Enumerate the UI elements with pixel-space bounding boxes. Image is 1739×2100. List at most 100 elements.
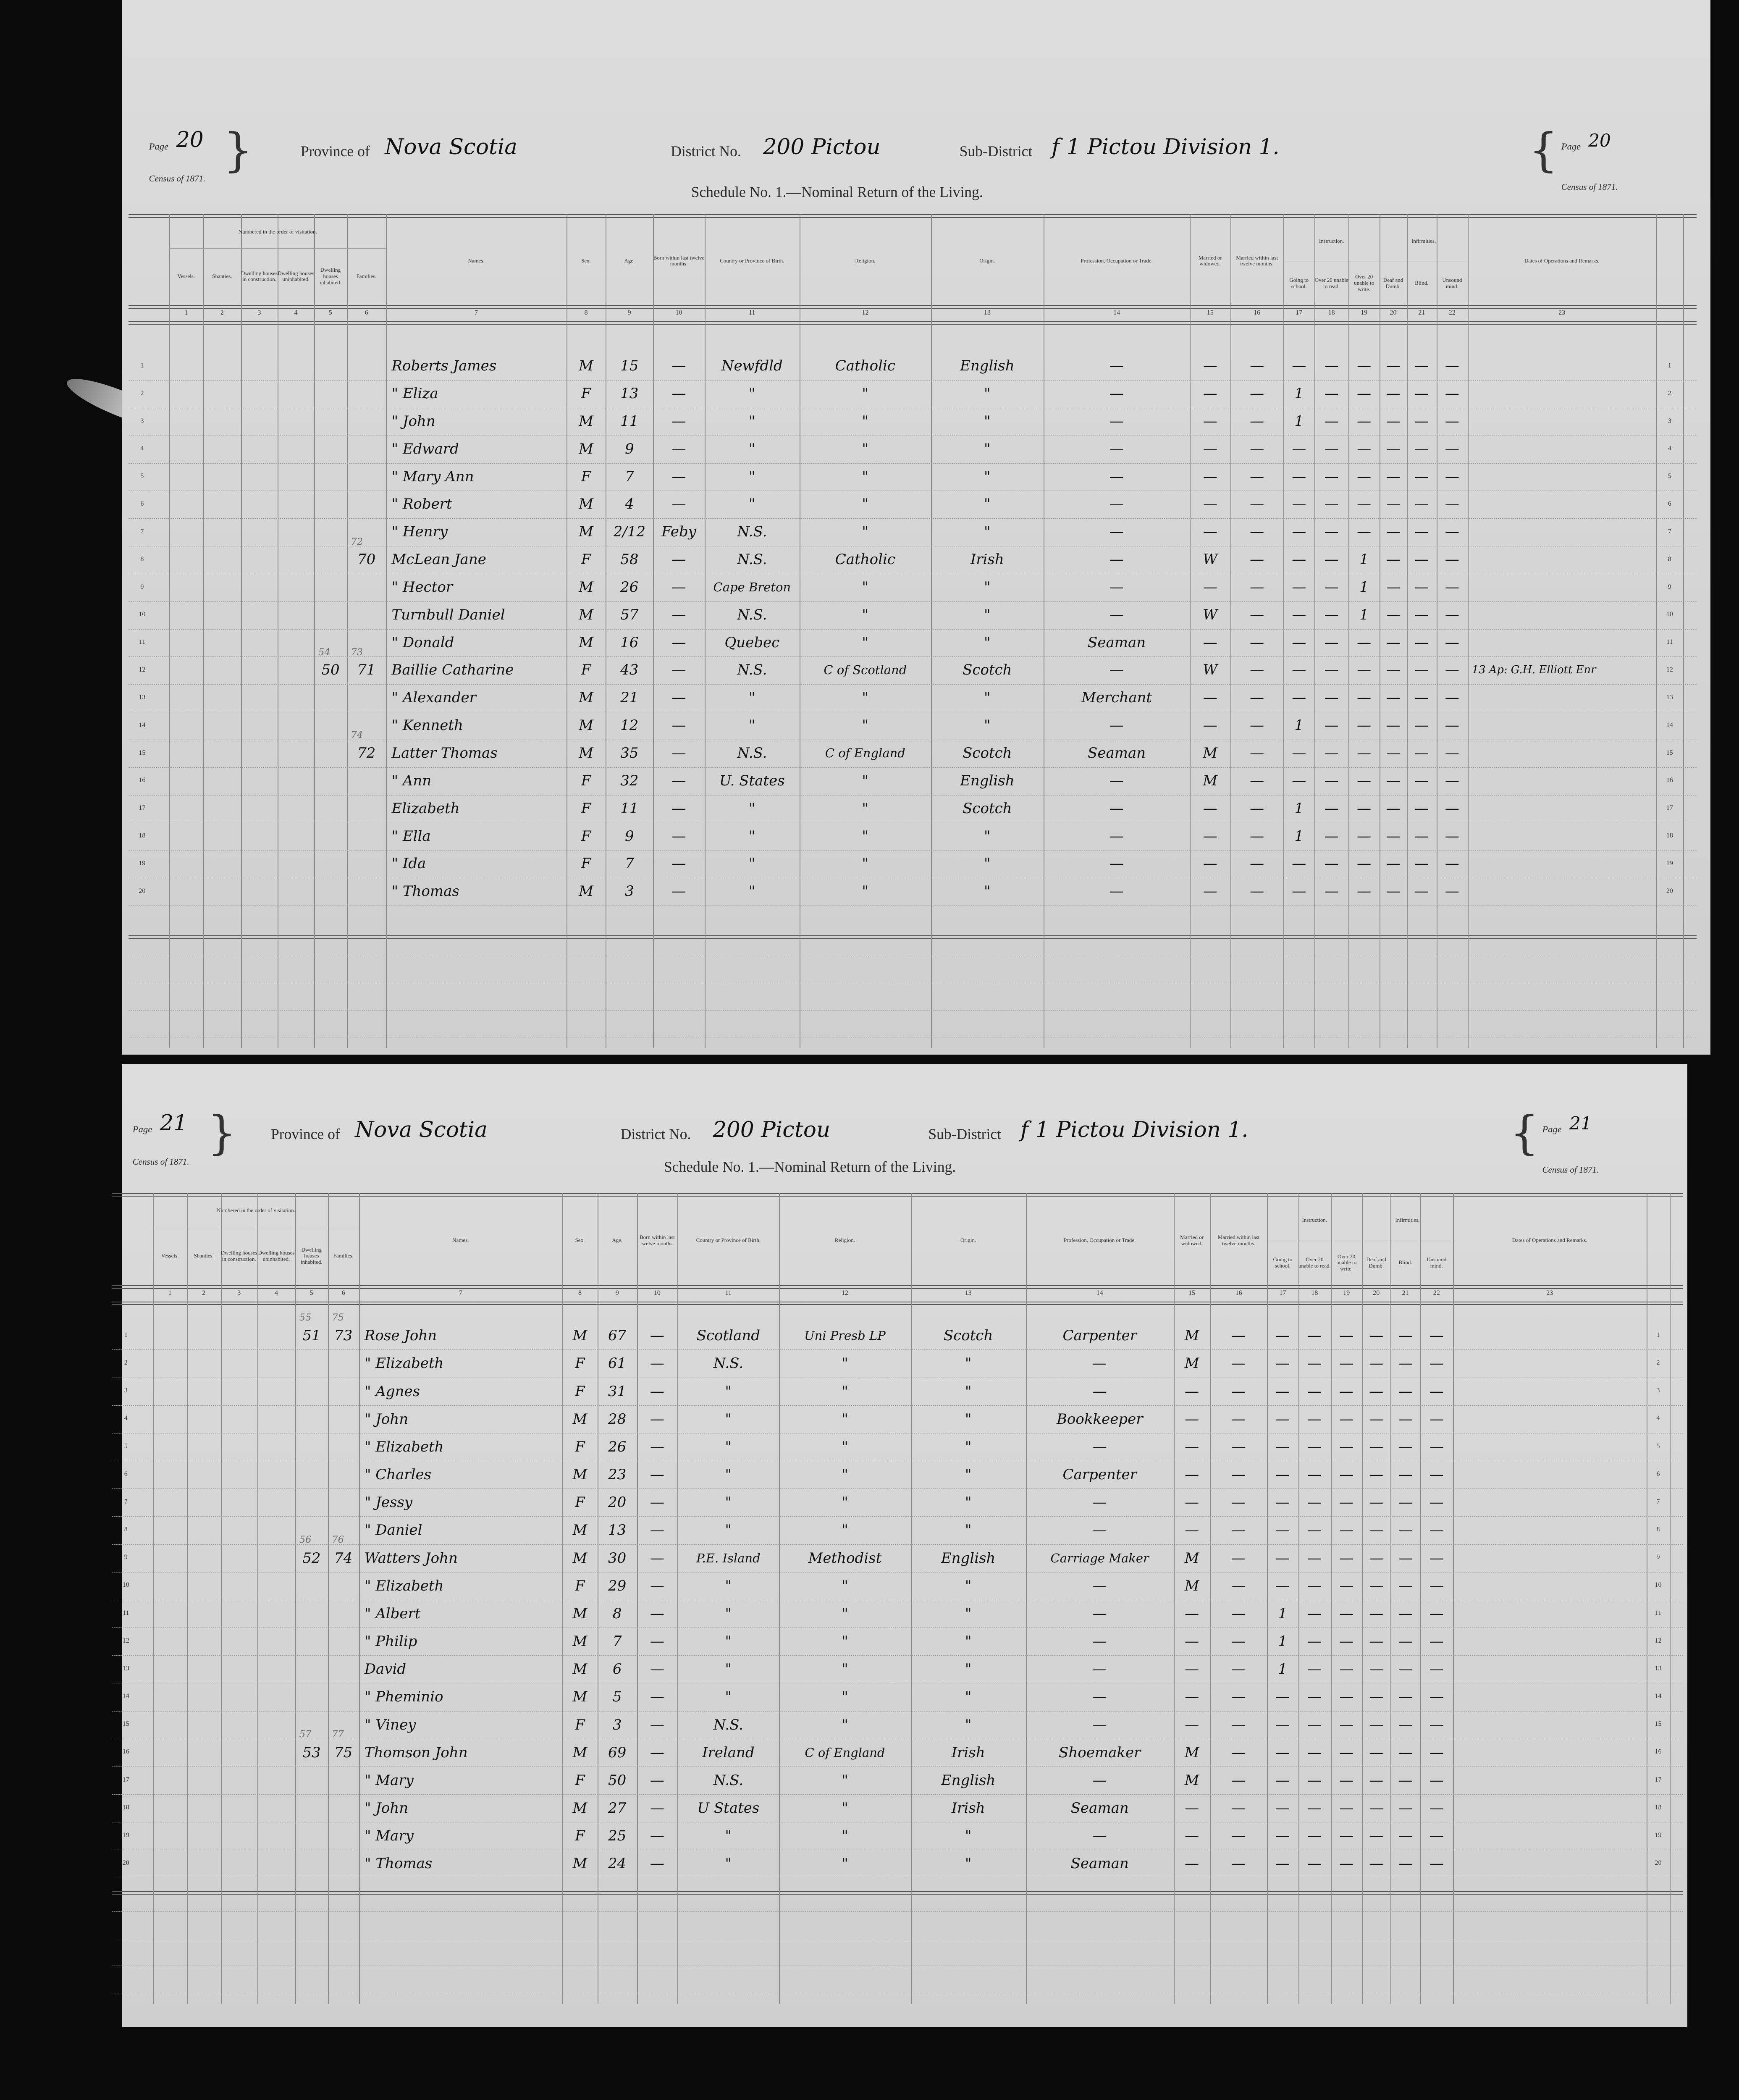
- cell-col-16: —: [1250, 385, 1264, 402]
- row-rule: [129, 601, 1697, 602]
- cell-col-15: —: [1203, 468, 1217, 485]
- cell-col-9: 16: [620, 634, 639, 651]
- cell-col-20: —: [1369, 1688, 1384, 1706]
- cell-col-16: —: [1250, 662, 1264, 679]
- cell-col-9: 57: [620, 606, 639, 623]
- cell-col-17: 1: [1278, 1633, 1288, 1650]
- cell-col-20: —: [1369, 1661, 1384, 1678]
- column-header-12: Religion.: [855, 257, 876, 264]
- cell-col-15: —: [1185, 1827, 1199, 1845]
- cell-col-16: —: [1250, 827, 1264, 845]
- cell-col-15: M: [1184, 1772, 1199, 1789]
- group-header-infirmities: Infirmities.: [1395, 1216, 1420, 1223]
- cell-col-19: —: [1339, 1438, 1354, 1455]
- cell-col-13: English: [941, 1549, 996, 1567]
- cell-col-11: N.S.: [713, 1716, 743, 1733]
- cell-col-14: —: [1092, 1522, 1107, 1539]
- cell-col-15: —: [1185, 1383, 1199, 1400]
- cell-col-11: ": [725, 1577, 732, 1594]
- group-header-visitation: Numbered in the order of visitation.: [216, 1207, 295, 1214]
- cell-col-15: M: [1203, 772, 1218, 789]
- cell-col-9: 11: [620, 800, 639, 817]
- cell-col-22: —: [1429, 1716, 1444, 1733]
- cell-col-22: —: [1445, 523, 1459, 541]
- cell-col-10: —: [650, 1716, 664, 1733]
- column-number-3: 3: [237, 1289, 241, 1297]
- cell-col-22: —: [1445, 772, 1459, 789]
- pencil-correction: 75: [332, 1312, 344, 1323]
- cell-col-15: W: [1203, 662, 1218, 679]
- row-label-right: 17: [1655, 1776, 1662, 1783]
- cell-col-17: —: [1292, 855, 1306, 872]
- cell-col-21: —: [1398, 1688, 1413, 1706]
- cell-col-8: M: [579, 496, 593, 513]
- cell-col-13: ": [984, 578, 991, 596]
- cell-col-13: ": [965, 1855, 972, 1872]
- cell-col-15: —: [1185, 1633, 1199, 1650]
- cell-col-5: 51: [302, 1327, 321, 1344]
- row-label-right: 5: [1656, 1442, 1660, 1450]
- cell-col-14: —: [1109, 827, 1124, 845]
- cell-col-14: —: [1109, 772, 1124, 789]
- column-divider: [637, 1193, 638, 2004]
- column-divider: [153, 1193, 154, 2004]
- right-census-label: Census of 1871.: [1561, 181, 1618, 192]
- cell-col-14: —: [1092, 1355, 1107, 1372]
- cell-col-15: —: [1203, 634, 1217, 651]
- cell-col-18: —: [1324, 772, 1339, 789]
- cell-col-22: —: [1445, 496, 1459, 513]
- cell-col-21: —: [1414, 800, 1429, 817]
- cell-col-12: C of Scotland: [824, 663, 907, 677]
- cell-col-8: F: [575, 1577, 585, 1594]
- schedule-title: Schedule No. 1.—Nominal Return of the Li…: [664, 1158, 956, 1175]
- cell-col-17: —: [1292, 440, 1306, 457]
- cell-col-18: —: [1307, 1855, 1322, 1872]
- group-header-visitation: Numbered in the order of visitation.: [238, 228, 317, 235]
- row-rule: [112, 1488, 1684, 1489]
- row-label-left: 8: [140, 555, 144, 563]
- cell-col-8: F: [575, 1716, 585, 1733]
- cell-col-16: —: [1250, 468, 1264, 485]
- cell-col-19: 1: [1359, 606, 1369, 623]
- group-header-instruction: Instruction.: [1319, 238, 1344, 244]
- row-rule: [129, 380, 1697, 381]
- cell-col-6: 72: [357, 745, 376, 761]
- cell-col-10: —: [650, 1744, 664, 1761]
- cell-col-21: —: [1398, 1410, 1413, 1428]
- column-divider: [910, 1193, 912, 2004]
- row-label-right: 15: [1655, 1720, 1662, 1728]
- cell-col-18: —: [1324, 634, 1339, 651]
- cell-col-15: W: [1203, 606, 1218, 623]
- cell-col-10: —: [671, 357, 686, 375]
- column-number-8: 8: [584, 309, 588, 316]
- cell-col-19: —: [1339, 1716, 1354, 1733]
- cell-col-22: —: [1445, 634, 1459, 651]
- row-label-left: 18: [122, 1803, 129, 1811]
- row-label-left: 5: [140, 472, 144, 480]
- cell-col-13: ": [965, 1605, 972, 1622]
- column-divider: [241, 214, 242, 1048]
- cell-col-8: F: [581, 772, 591, 789]
- row-label-right: 14: [1655, 1693, 1662, 1700]
- cell-col-19: —: [1357, 385, 1372, 402]
- cell-col-9: 50: [608, 1772, 627, 1789]
- cell-col-16: —: [1250, 578, 1264, 596]
- cell-col-10: —: [671, 745, 686, 761]
- cell-col-17: —: [1292, 496, 1306, 513]
- column-number-rule-bottom: [129, 321, 1697, 325]
- column-header-10: Born within last twelve months.: [640, 1234, 675, 1247]
- column-number-1: 1: [184, 309, 188, 316]
- column-header-9: Age.: [612, 1237, 623, 1244]
- cell-col-12: ": [862, 385, 869, 402]
- page-label: Page: [132, 1124, 152, 1134]
- table-row: 70 McLean Jane F 58 — N.S. Catholic Irish — W — — — 1…: [122, 537, 1710, 574]
- column-number-5: 5: [329, 309, 333, 316]
- row-label-right: 8: [1668, 555, 1671, 563]
- row-label-left: 18: [139, 832, 146, 840]
- column-divider: [931, 214, 932, 1048]
- row-label-left: 6: [140, 500, 144, 507]
- cell-col-17: —: [1292, 634, 1306, 651]
- cell-col-10: —: [650, 1494, 664, 1511]
- province-value: Nova Scotia: [355, 1117, 488, 1142]
- cell-col-11: ": [749, 689, 755, 706]
